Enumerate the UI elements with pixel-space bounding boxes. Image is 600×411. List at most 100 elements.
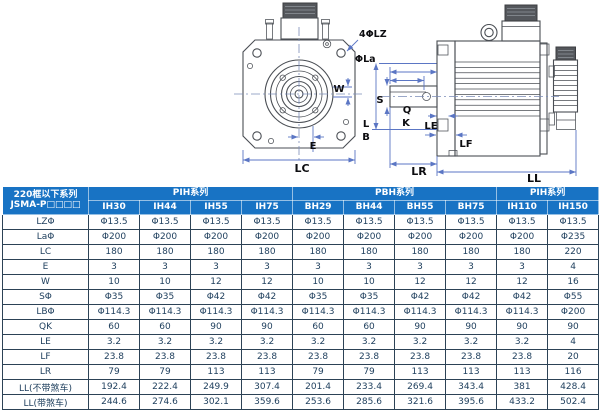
side-dimensions <box>372 63 577 176</box>
column-header: BH29 <box>292 200 345 215</box>
value-cell: 395.6 <box>445 394 498 410</box>
value-cell: 180 <box>343 244 396 260</box>
value-cell: 10 <box>292 274 345 290</box>
value-cell: Φ114.3 <box>496 304 549 320</box>
value-cell: 23.8 <box>343 349 396 365</box>
value-cell: 3 <box>240 259 294 275</box>
table-row: LE 3.2 3.2 3.2 3.2 3.2 3.2 3.2 3.2 3.2 4 <box>2 334 600 350</box>
value-cell: 113 <box>190 364 242 380</box>
series-title: 220框以下系列 <box>13 189 78 200</box>
group-header-pbh: PBH系列 <box>292 186 498 201</box>
value-cell: 79 <box>139 364 191 380</box>
row-label: E <box>2 259 89 275</box>
value-cell: 244.6 <box>88 394 140 410</box>
value-cell: 180 <box>139 244 191 260</box>
value-cell: Φ13.5 <box>190 214 242 230</box>
value-cell: 220 <box>547 244 600 260</box>
row-label: LF <box>2 349 89 365</box>
row-label: W <box>2 274 89 290</box>
value-cell: Φ114.3 <box>343 304 396 320</box>
value-cell: 192.4 <box>88 379 140 395</box>
value-cell: 23.8 <box>240 349 294 365</box>
value-cell: 90 <box>547 319 600 335</box>
value-cell: 23.8 <box>292 349 345 365</box>
value-cell: 3.2 <box>394 334 447 350</box>
table-row: LC 180 180 180 180 180 180 180 180 180 220 <box>2 244 600 260</box>
value-cell: 3 <box>445 259 498 275</box>
cooling-fins <box>455 61 540 117</box>
dim-label-4philz: 4ΦLZ <box>359 29 387 40</box>
value-cell: 180 <box>240 244 294 260</box>
value-cell: 3 <box>496 259 549 275</box>
value-cell: 3.2 <box>343 334 396 350</box>
dim-label-s: S <box>376 95 383 106</box>
column-header: IH110 <box>496 200 549 215</box>
value-cell: 3 <box>139 259 191 275</box>
flange-outline <box>242 39 356 149</box>
value-cell: 274.6 <box>139 394 191 410</box>
value-cell: Φ35 <box>88 289 140 305</box>
value-cell: 60 <box>343 319 396 335</box>
column-header: BH75 <box>445 200 498 215</box>
column-header: IH30 <box>88 200 140 215</box>
row-label: LE <box>2 334 89 350</box>
value-cell: 285.6 <box>343 394 396 410</box>
value-cell: 3.2 <box>190 334 242 350</box>
value-cell: Φ200 <box>190 229 242 245</box>
value-cell: 3 <box>190 259 242 275</box>
value-cell: Φ114.3 <box>240 304 294 320</box>
value-cell: 90 <box>445 319 498 335</box>
value-cell: 3 <box>343 259 396 275</box>
value-cell: 201.4 <box>292 379 345 395</box>
value-cell: 12 <box>445 274 498 290</box>
row-label: LL(带煞车) <box>2 394 89 410</box>
top-connector-base <box>501 20 541 42</box>
column-header: IH150 <box>547 200 600 215</box>
pin-left <box>266 22 273 40</box>
value-cell: Φ114.3 <box>394 304 447 320</box>
value-cell: 23.8 <box>496 349 549 365</box>
rear-connector <box>548 46 579 130</box>
value-cell: 12 <box>190 274 242 290</box>
group-header-pih2: PIH系列 <box>496 186 600 201</box>
row-label: LBΦ <box>2 304 89 320</box>
value-cell: Φ200 <box>445 229 498 245</box>
front-dimensions <box>242 39 437 164</box>
rear-cap <box>539 42 548 155</box>
value-cell: 23.8 <box>139 349 191 365</box>
value-cell: Φ13.5 <box>240 214 294 230</box>
value-cell: Φ13.5 <box>88 214 140 230</box>
dim-label-w: W <box>333 84 344 95</box>
value-cell: 433.2 <box>496 394 549 410</box>
value-cell: 16 <box>547 274 600 290</box>
value-cell: 10 <box>88 274 140 290</box>
value-cell: 113 <box>240 364 294 380</box>
value-cell: 10 <box>139 274 191 290</box>
value-cell: 180 <box>394 244 447 260</box>
value-cell: 90 <box>496 319 549 335</box>
top-connector-cap <box>504 4 538 22</box>
value-cell: 307.4 <box>240 379 294 395</box>
value-cell: 4 <box>547 334 600 350</box>
table-row: LBΦ Φ114.3 Φ114.3 Φ114.3 Φ114.3 Φ114.3 Φ114.3 Φ… <box>2 304 600 320</box>
dim-label-lr: LR <box>411 165 427 178</box>
value-cell: 90 <box>394 319 447 335</box>
value-cell: Φ200 <box>343 229 396 245</box>
model-code: JSMA-P□□□□ <box>10 199 81 210</box>
value-cell: Φ114.3 <box>88 304 140 320</box>
value-cell: 180 <box>445 244 498 260</box>
column-header: IH44 <box>139 200 191 215</box>
value-cell: 12 <box>496 274 549 290</box>
value-cell: Φ200 <box>496 229 549 245</box>
value-cell: 249.9 <box>190 379 242 395</box>
value-cell: Φ35 <box>343 289 396 305</box>
value-cell: 359.6 <box>240 394 294 410</box>
value-cell: Φ114.3 <box>139 304 191 320</box>
value-cell: 3.2 <box>240 334 294 350</box>
value-cell: 90 <box>240 319 294 335</box>
value-cell: Φ114.3 <box>190 304 242 320</box>
value-cell: 79 <box>343 364 396 380</box>
value-cell: 3 <box>292 259 345 275</box>
dim-label-lc: LC <box>294 162 309 175</box>
value-cell: Φ200 <box>88 229 140 245</box>
